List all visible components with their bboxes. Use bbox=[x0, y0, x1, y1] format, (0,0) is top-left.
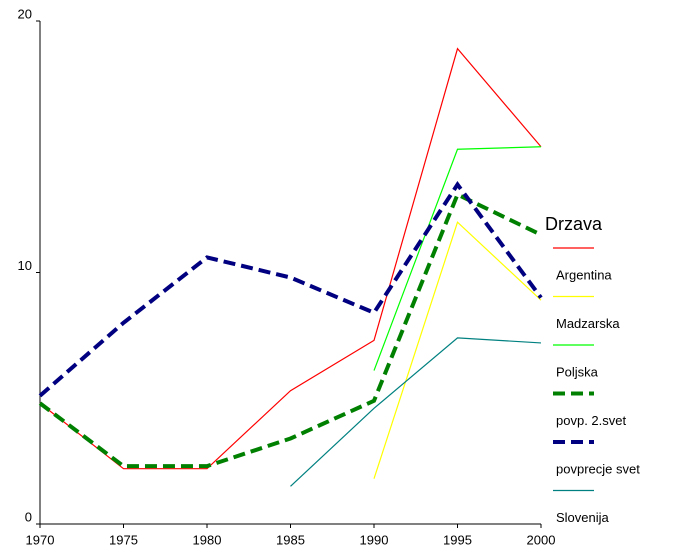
legend-label: Poljska bbox=[556, 364, 599, 379]
legend-label: Argentina bbox=[556, 267, 612, 282]
x-tick-label: 1975 bbox=[109, 532, 138, 547]
series-line bbox=[373, 146, 542, 371]
series-line bbox=[290, 337, 542, 487]
series-line bbox=[38, 180, 543, 398]
legend-label: povp. 2.svet bbox=[556, 413, 626, 428]
y-tick-label: 10 bbox=[18, 258, 32, 273]
legend-title: Drzava bbox=[545, 214, 603, 234]
y-tick-label: 20 bbox=[18, 6, 32, 21]
x-tick-label: 2000 bbox=[527, 532, 556, 547]
x-tick-label: 1985 bbox=[276, 532, 305, 547]
x-tick-label: 1980 bbox=[193, 532, 222, 547]
series-line bbox=[373, 221, 542, 479]
legend-label: Slovenija bbox=[556, 510, 610, 525]
legend-label: Madzarska bbox=[556, 316, 620, 331]
legend-label: povprecje svet bbox=[556, 461, 640, 476]
x-tick-label: 1995 bbox=[443, 532, 472, 547]
x-tick-label: 1970 bbox=[26, 532, 55, 547]
series-line bbox=[38, 191, 542, 469]
y-tick-label: 0 bbox=[25, 509, 32, 524]
x-tick-label: 1990 bbox=[360, 532, 389, 547]
series-line bbox=[39, 47, 542, 470]
